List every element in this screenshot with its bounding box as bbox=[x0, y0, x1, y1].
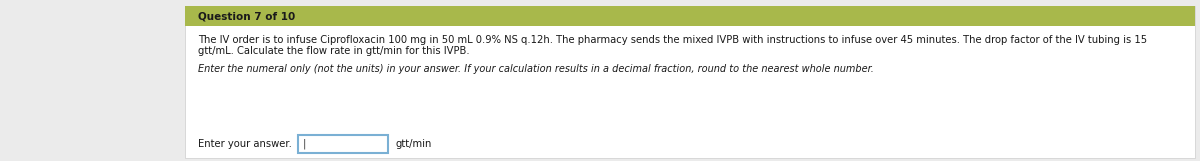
Text: gtt/min: gtt/min bbox=[396, 139, 432, 149]
Text: gtt/mL. Calculate the flow rate in gtt/min for this IVPB.: gtt/mL. Calculate the flow rate in gtt/m… bbox=[198, 46, 469, 56]
Text: The IV order is to infuse Ciprofloxacin 100 mg in 50 mL 0.9% NS q.12h. The pharm: The IV order is to infuse Ciprofloxacin … bbox=[198, 35, 1147, 45]
Text: |: | bbox=[302, 139, 306, 149]
FancyBboxPatch shape bbox=[298, 135, 388, 153]
Text: Enter your answer.: Enter your answer. bbox=[198, 139, 292, 149]
Text: Question 7 of 10: Question 7 of 10 bbox=[198, 11, 295, 21]
Text: Enter the numeral only (not the units) in your answer. If your calculation resul: Enter the numeral only (not the units) i… bbox=[198, 64, 874, 74]
FancyBboxPatch shape bbox=[185, 6, 1195, 158]
FancyBboxPatch shape bbox=[185, 6, 1195, 26]
